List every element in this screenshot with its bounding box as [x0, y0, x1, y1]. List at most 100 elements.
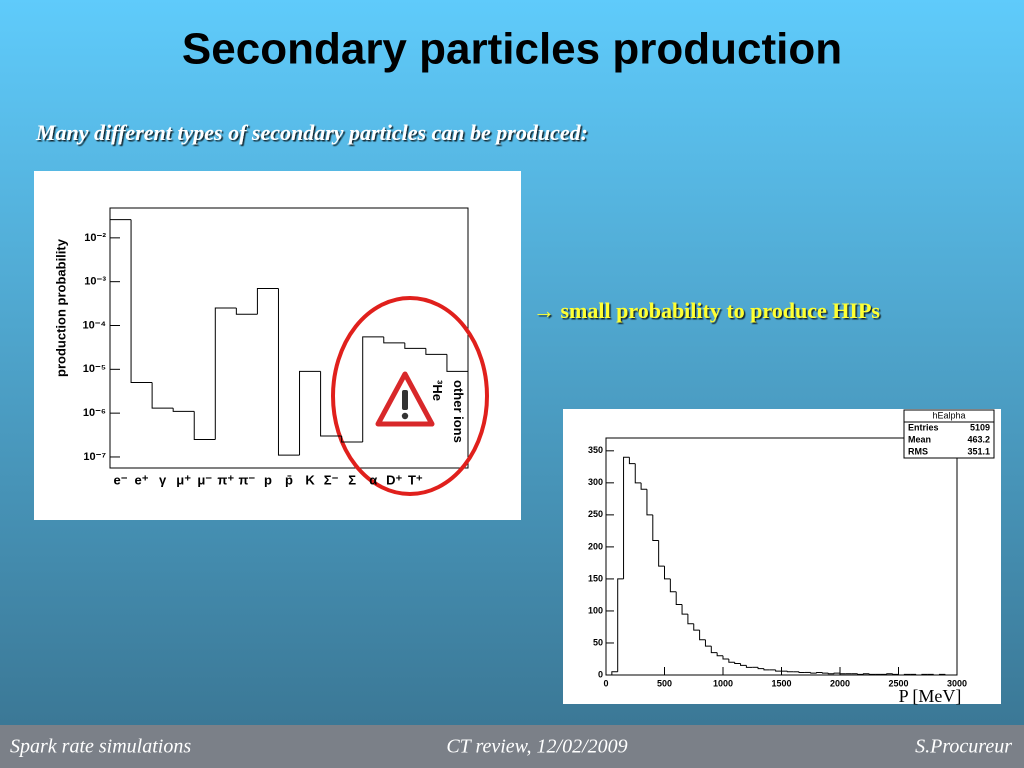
chart-panel — [34, 171, 521, 520]
histogram-bin — [775, 669, 782, 672]
note: → small probability to produce HIPs — [533, 298, 880, 323]
y-tick-label: 300 — [588, 477, 603, 487]
y-tick-label: 10⁻² — [84, 232, 106, 244]
bar — [404, 342, 426, 349]
histogram-bin — [857, 673, 864, 675]
x-tick-label: Σ — [348, 472, 356, 487]
x-axis-label: P [MeV] — [899, 686, 962, 706]
y-axis-label: production probability — [53, 238, 68, 377]
footer-bar — [0, 725, 1024, 768]
y-tick-label: 0 — [598, 669, 603, 679]
histogram-bin — [628, 457, 636, 465]
histogram-bin — [740, 663, 747, 666]
histogram-bin — [710, 646, 718, 654]
histogram-bin — [938, 673, 946, 675]
footer-right: S.Procureur — [915, 736, 1012, 758]
histogram-bin — [921, 673, 928, 675]
x-tick-label: p̄ — [285, 472, 293, 487]
y-tick-label: 150 — [588, 573, 603, 583]
histogram-bin — [745, 665, 753, 668]
histogram-bin — [728, 658, 735, 663]
histogram-bin — [886, 673, 893, 675]
y-tick-label: 250 — [588, 509, 603, 519]
bar — [341, 436, 363, 443]
bar — [320, 371, 342, 437]
x-tick-label: γ — [159, 472, 167, 487]
histogram-bin — [716, 652, 723, 657]
histogram-bin — [687, 614, 694, 625]
stats-value: 5109 — [970, 422, 990, 432]
histogram-bin — [640, 482, 647, 490]
bar — [214, 307, 237, 440]
histogram-bin — [699, 630, 706, 641]
x-tick-label: 500 — [657, 678, 672, 688]
bar — [235, 308, 258, 315]
y-tick-label: 100 — [588, 605, 603, 615]
y-tick-label: 10⁻⁴ — [83, 319, 106, 331]
histogram-bin — [892, 673, 899, 675]
stats-value: 351.1 — [967, 446, 990, 456]
y-tick-label: 10⁻⁷ — [83, 451, 106, 463]
histogram-bin — [664, 566, 671, 580]
x-tick-label: e⁻ — [113, 472, 127, 487]
x-tick-label: ³He — [430, 380, 445, 401]
warning-icon — [375, 371, 435, 427]
y-tick-label: 200 — [588, 541, 603, 551]
histogram-bin — [862, 673, 870, 675]
bar — [130, 219, 153, 384]
bar — [151, 382, 174, 409]
histogram-bin — [763, 668, 770, 671]
histogram-bin — [933, 674, 940, 676]
y-tick-label: 10⁻⁶ — [83, 407, 106, 419]
y-tick-label: 10⁻³ — [84, 276, 106, 288]
histogram-bin — [810, 672, 817, 674]
footer-left: Spark rate simulations — [10, 736, 191, 758]
x-tick-label: K — [305, 472, 315, 487]
stats-title: hEalpha — [932, 410, 965, 420]
x-tick-label: 2000 — [830, 678, 850, 688]
x-tick-label: 1000 — [713, 678, 733, 688]
x-tick-label: Σ⁻ — [324, 472, 339, 487]
x-tick-label: α — [369, 472, 377, 487]
histogram-bin — [944, 674, 952, 676]
highlight-ellipse — [331, 296, 489, 496]
stats-label: Mean — [908, 434, 931, 444]
x-tick-label: e⁺ — [135, 472, 149, 487]
x-tick-label: p — [264, 472, 272, 487]
x-tick-label: 3000 — [947, 678, 967, 688]
histogram-bin — [617, 578, 624, 672]
bar — [362, 336, 384, 442]
bar — [299, 370, 321, 456]
histogram-bin — [816, 671, 823, 674]
x-tick-label: π⁻ — [238, 472, 255, 487]
histogram-bin — [693, 623, 700, 631]
x-tick-label: other ions — [451, 380, 466, 443]
histogram-bin — [675, 591, 683, 606]
x-tick-label: D⁺ — [386, 472, 402, 487]
bar — [425, 348, 447, 355]
y-tick-label: 10⁻⁵ — [83, 363, 106, 375]
histogram-bin — [611, 671, 618, 675]
bar — [277, 288, 300, 456]
histogram-bin — [623, 456, 630, 579]
histogram-bin — [757, 667, 764, 670]
histogram-bin — [898, 674, 905, 676]
histogram-bin — [786, 671, 794, 673]
histogram-bin — [734, 662, 741, 664]
slide-title: Secondary particles production — [182, 25, 842, 74]
stats-box: hEalpha Entries 5109 Mean 463.2 RMS 351.… — [903, 409, 995, 459]
histogram-bin — [722, 655, 729, 660]
footer-center: CT review, 12/02/2009 — [446, 736, 627, 758]
histogram-bin — [798, 671, 805, 673]
x-tick-label: μ⁻ — [197, 472, 212, 487]
subtitle: Many different types of secondary partic… — [35, 120, 588, 145]
x-tick-label: 1500 — [771, 678, 791, 688]
x-tick-label: π⁺ — [217, 472, 234, 487]
histogram-bin — [652, 514, 659, 541]
stats-label: RMS — [908, 446, 928, 456]
stats-value: 463.2 — [967, 434, 990, 444]
x-tick-label: T⁺ — [408, 472, 423, 487]
histogram-bin — [704, 639, 712, 647]
